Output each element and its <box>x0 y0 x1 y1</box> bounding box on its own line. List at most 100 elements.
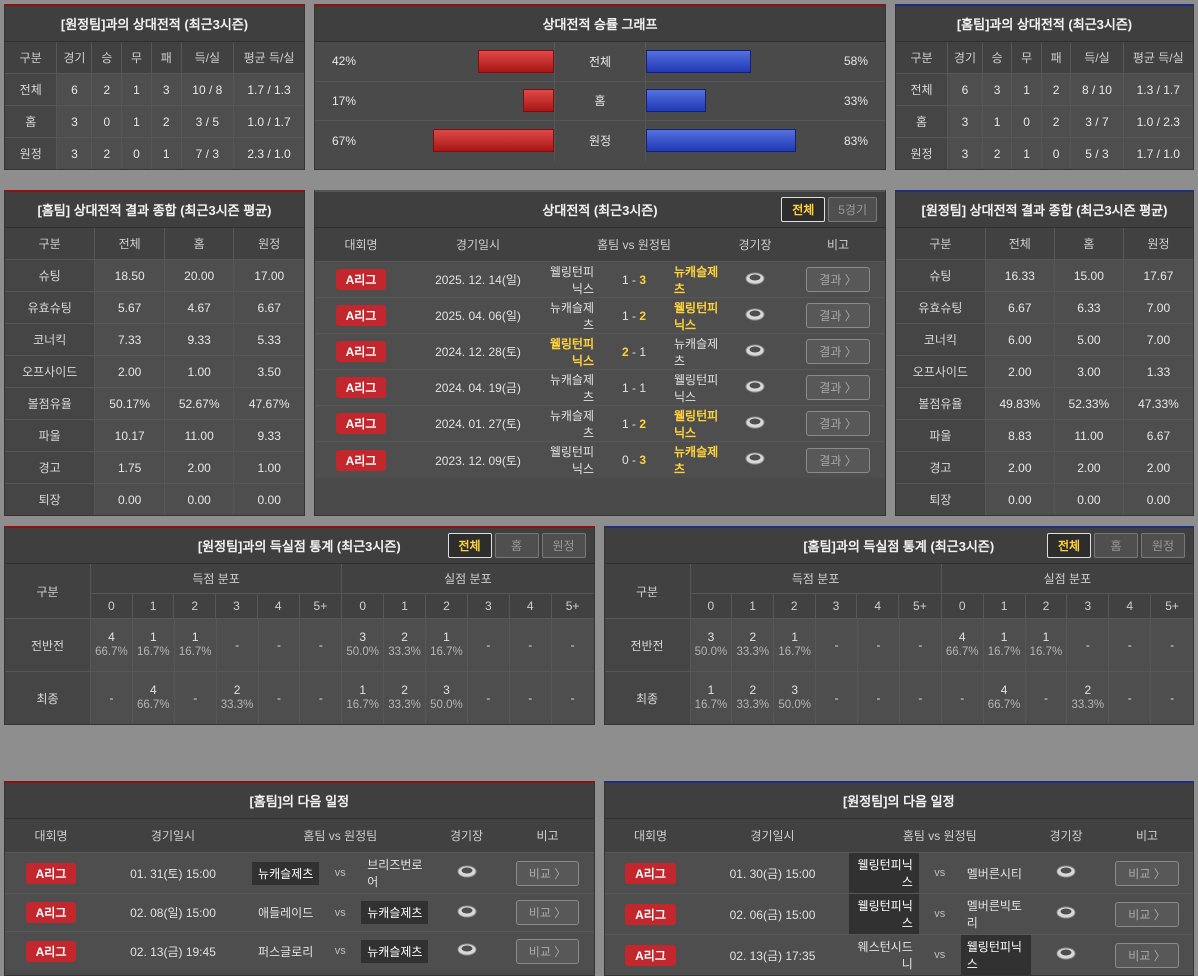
away-team: 멜버른시티 <box>966 866 1022 881</box>
scored-distribution-label: 득점 분포 <box>91 564 342 594</box>
compare-button[interactable]: 비교 〉 <box>1115 942 1179 968</box>
stat-row-fouls: 파울 10.17 11.00 9.33 <box>5 420 304 452</box>
result-button[interactable]: 결과 〉 <box>806 267 870 292</box>
tab-home[interactable]: 홈 <box>494 533 539 558</box>
stadium-icon[interactable] <box>1055 905 1077 920</box>
table-row: 원정 3 2 0 1 7 / 3 2.3 / 1.0 <box>5 138 304 169</box>
stat-row-corners: 코너킥 6.00 5.00 7.00 <box>896 324 1193 356</box>
goals-vs-away-title-text: [원정팀]과의 득실점 통계 (최근3시즌) <box>197 539 401 554</box>
stadium-icon[interactable] <box>1055 946 1077 961</box>
result-button[interactable]: 결과 〉 <box>806 411 870 436</box>
away-team: 웰링턴피닉스 <box>674 300 719 332</box>
compare-button[interactable]: 비교 〉 <box>515 900 580 925</box>
table-row: 원정 3 2 1 0 5 / 3 1.7 / 1.0 <box>896 138 1193 169</box>
stat-row-fouls: 파울 8.83 11.00 6.67 <box>896 420 1193 452</box>
goals-row: [원정팀]과의 득실점 통계 (최근3시즌) 전체 홈 원정 구분 득점 분포 … <box>4 526 1194 725</box>
away-team: 뉴캐슬제츠 <box>361 901 429 924</box>
red-bar <box>432 129 554 153</box>
matches-header: 대회명 경기일시 홈팀 vs 원정팀 경기장 비고 <box>315 228 885 262</box>
tab-all[interactable]: 전체 <box>447 533 492 558</box>
col-draw: 무 <box>1012 42 1042 74</box>
compare-button[interactable]: 비교 〉 <box>1115 860 1179 886</box>
stadium-icon[interactable] <box>744 307 766 322</box>
away-team: 웰링턴피닉스 <box>674 408 719 440</box>
league-badge: A리그 <box>335 377 387 398</box>
result-button[interactable]: 결과 〉 <box>806 339 870 364</box>
stadium-icon[interactable] <box>1055 864 1077 879</box>
match-date: 2025. 04. 06(일) <box>435 309 521 323</box>
schedule-header: 대회명 경기일시 홈팀 vs 원정팀 경기장 비고 <box>604 819 1193 853</box>
goals-vs-away-panel: [원정팀]과의 득실점 통계 (최근3시즌) 전체 홈 원정 구분 득점 분포 … <box>4 526 595 725</box>
scored-distribution-label: 득점 분포 <box>690 564 941 594</box>
compare-button[interactable]: 비교 〉 <box>1115 901 1179 927</box>
stat-row-shots-on-target: 유효슈팅 5.67 4.67 6.67 <box>5 292 304 324</box>
match-row: A리그 2023. 12. 09(토) 웰링턴피닉스 0 - 3 뉴캐슬제츠 결… <box>315 442 885 478</box>
home-team: 애들레이드 <box>258 906 314 920</box>
tab-all[interactable]: 전체 <box>1047 533 1091 558</box>
goals-vs-home-tabs: 전체 홈 원정 <box>1047 533 1185 558</box>
right-pct: 83% <box>843 133 869 148</box>
middle-row: [홈팀] 상대전적 결과 종합 (최근3시즌 평균) 구분 전체 홈 원정 슈팅… <box>4 190 1194 516</box>
tab-away[interactable]: 원정 <box>541 533 586 558</box>
league-badge: A리그 <box>25 902 77 923</box>
table-row: 홈 3 0 1 2 3 / 5 1.0 / 1.7 <box>5 106 304 138</box>
col-win: 승 <box>982 42 1013 74</box>
col-avg-goals: 평균 득/실 <box>234 42 304 74</box>
col-games: 경기 <box>57 42 93 74</box>
result-button[interactable]: 결과 〉 <box>806 303 870 328</box>
home-team: 퍼스글로리 <box>258 944 314 959</box>
h2h-matches-title: 상대전적 (최근3시즌) 전체 5경기 <box>315 192 885 228</box>
winrate-graph-title: 상대전적 승률 그래프 <box>315 6 885 42</box>
match-score: 1 - 2 <box>621 416 647 431</box>
summary-away-header: 구분 전체 홈 원정 <box>896 228 1193 260</box>
tab-last5[interactable]: 5경기 <box>828 197 877 222</box>
stadium-icon[interactable] <box>744 271 766 286</box>
col-gubun: 구분 <box>5 42 58 74</box>
away-team: 웰링턴피닉스 <box>960 935 1031 975</box>
stadium-icon[interactable] <box>456 904 478 919</box>
result-button[interactable]: 결과 〉 <box>806 447 870 473</box>
col-stadium: 경기장 <box>738 238 772 252</box>
match-datetime: 02. 13(금) 19:45 <box>130 944 216 959</box>
stadium-icon[interactable] <box>744 451 766 466</box>
match-datetime: 01. 30(금) 15:00 <box>729 866 816 881</box>
stadium-icon[interactable] <box>456 864 478 879</box>
stadium-icon[interactable] <box>744 415 766 430</box>
compare-button[interactable]: 비교 〉 <box>515 860 580 886</box>
compare-button[interactable]: 비교 〉 <box>515 938 580 964</box>
home-team: 웰링턴피닉스 <box>848 894 919 934</box>
tab-home[interactable]: 홈 <box>1094 533 1138 558</box>
match-date: 2025. 12. 14(일) <box>435 273 521 287</box>
match-row: A리그 2025. 04. 06(일) 뉴캐슬제츠 1 - 2 웰링턴피닉스 결… <box>315 298 885 334</box>
league-badge: A리그 <box>625 862 676 884</box>
right-pct: 33% <box>843 93 869 108</box>
stadium-icon[interactable] <box>744 343 766 358</box>
summary-home-title: [홈팀] 상대전적 결과 종합 (최근3시즌 평균) <box>5 192 304 228</box>
stadium-icon[interactable] <box>744 379 766 394</box>
h2h-matches-title-text: 상대전적 (최근3시즌) <box>542 203 658 218</box>
away-team: 뉴캐슬제츠 <box>674 445 719 476</box>
conceded-distribution-label: 실점 분포 <box>941 564 1193 594</box>
h2h-vs-away-header: 구분 경기 승 무 패 득/실 평균 득/실 <box>5 42 304 74</box>
stadium-icon[interactable] <box>456 942 478 957</box>
col-datetime: 경기일시 <box>455 238 501 252</box>
match-datetime: 02. 08(일) 15:00 <box>130 906 216 920</box>
tab-all[interactable]: 전체 <box>781 197 826 222</box>
tab-away[interactable]: 원정 <box>1141 533 1185 558</box>
league-badge: A리그 <box>25 940 77 962</box>
match-row: A리그 2025. 12. 14(일) 웰링턴피닉스 1 - 3 뉴캐슬제츠 결… <box>315 262 885 298</box>
h2h-matches-panel: 상대전적 (최근3시즌) 전체 5경기 대회명 경기일시 홈팀 vs 원정팀 경… <box>314 190 886 516</box>
stat-row-shots-on-target: 유효슈팅 6.67 6.33 7.00 <box>896 292 1193 324</box>
stat-row-red-cards: 퇴장 0.00 0.00 0.00 <box>896 484 1193 515</box>
home-team: 웰링턴피닉스 <box>549 336 594 368</box>
result-button[interactable]: 결과 〉 <box>806 375 870 400</box>
winrate-row-away: 67% 원정 83% <box>315 121 885 161</box>
col-goals: 득/실 <box>1071 42 1124 74</box>
conceded-bins: 0 1 2 3 4 5+ <box>942 594 1193 618</box>
schedule-away-title: [원정팀]의 다음 일정 <box>604 783 1193 819</box>
stat-row-offsides: 오프사이드 2.00 3.00 1.33 <box>896 356 1193 388</box>
match-row: A리그 2024. 04. 19(금) 뉴캐슬제츠 1 - 1 웰링턴피닉스 결… <box>315 370 885 406</box>
league-badge: A리그 <box>335 341 387 362</box>
league-badge: A리그 <box>335 449 387 471</box>
stat-row-shots: 슈팅 16.33 15.00 17.67 <box>896 260 1193 292</box>
